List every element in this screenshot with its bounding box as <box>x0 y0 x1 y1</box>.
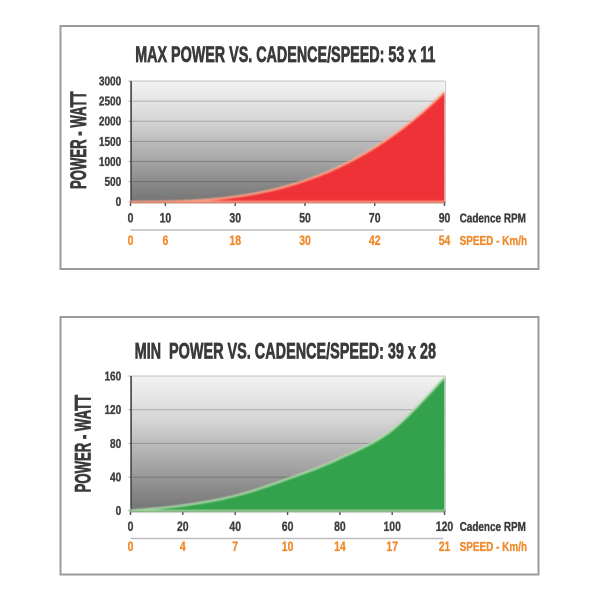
svg-text:POWER - WATT: POWER - WATT <box>71 395 95 493</box>
svg-text:40: 40 <box>110 471 121 484</box>
svg-text:120: 120 <box>104 404 121 417</box>
svg-text:60: 60 <box>282 519 294 535</box>
svg-text:54: 54 <box>439 233 451 249</box>
svg-text:MAX POWER VS. CADENCE/SPEED: 5: MAX POWER VS. CADENCE/SPEED: 53 x 11 <box>135 42 435 67</box>
svg-text:21: 21 <box>439 539 451 555</box>
svg-text:80: 80 <box>334 519 346 535</box>
svg-text:Cadence RPM: Cadence RPM <box>460 520 526 535</box>
svg-text:40: 40 <box>229 519 241 535</box>
svg-text:4: 4 <box>180 539 186 555</box>
svg-text:20: 20 <box>177 519 189 535</box>
svg-text:30: 30 <box>299 233 311 249</box>
svg-text:100: 100 <box>383 519 401 535</box>
svg-text:7: 7 <box>232 539 238 555</box>
svg-text:18: 18 <box>229 233 241 249</box>
svg-text:6: 6 <box>162 233 168 249</box>
svg-text:50: 50 <box>299 210 311 226</box>
svg-text:2500: 2500 <box>99 95 121 108</box>
svg-text:0: 0 <box>128 210 134 226</box>
svg-text:1500: 1500 <box>99 136 121 149</box>
svg-text:160: 160 <box>104 370 121 383</box>
svg-text:POWER - WATT: POWER - WATT <box>66 91 90 189</box>
svg-text:0: 0 <box>116 505 122 518</box>
svg-text:0: 0 <box>128 233 134 249</box>
svg-text:90: 90 <box>439 210 451 226</box>
svg-text:3000: 3000 <box>99 75 121 88</box>
svg-text:SPEED - Km/h: SPEED - Km/h <box>460 540 527 555</box>
svg-text:SPEED - Km/h: SPEED - Km/h <box>460 234 527 249</box>
svg-text:1000: 1000 <box>99 156 121 169</box>
svg-text:120: 120 <box>436 519 454 535</box>
svg-text:0: 0 <box>116 196 122 209</box>
svg-text:70: 70 <box>369 210 381 226</box>
svg-text:14: 14 <box>334 539 346 555</box>
svg-text:80: 80 <box>110 438 121 451</box>
svg-text:MIN POWER VS. CADENCE/SPEED:: MIN POWER VS. CADENCE/SPEED: 39 x 28 <box>135 338 436 363</box>
svg-text:500: 500 <box>104 176 121 189</box>
svg-text:30: 30 <box>229 210 241 226</box>
svg-text:10: 10 <box>282 539 294 555</box>
svg-text:2000: 2000 <box>99 116 121 129</box>
svg-text:10: 10 <box>160 210 172 226</box>
svg-text:0: 0 <box>128 519 134 535</box>
svg-text:0: 0 <box>128 539 134 555</box>
svg-text:17: 17 <box>386 539 398 555</box>
svg-text:Cadence RPM: Cadence RPM <box>460 211 526 226</box>
svg-text:42: 42 <box>369 233 381 249</box>
